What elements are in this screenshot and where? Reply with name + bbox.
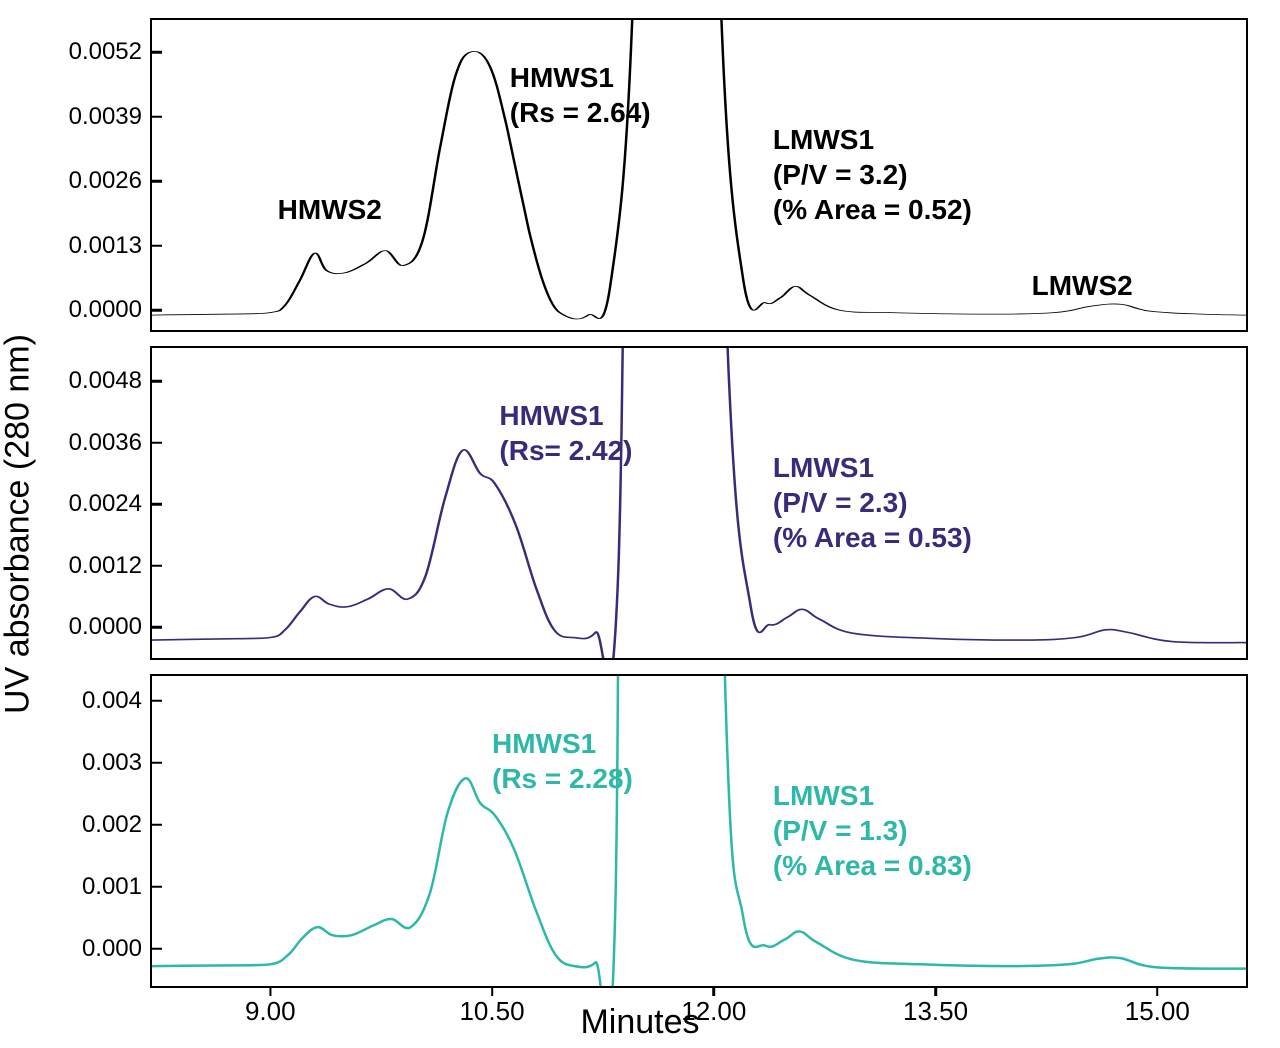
peak-annotation: HMWS1(Rs = 2.64) xyxy=(510,60,651,130)
y-tick-label: 0.0012 xyxy=(69,552,152,580)
chromatogram-trace xyxy=(152,676,1246,986)
y-tick-label: 0.0026 xyxy=(69,167,152,195)
x-tick-label: 13.50 xyxy=(903,986,968,1027)
peak-annotation: LMWS1(P/V = 3.2)(% Area = 0.52) xyxy=(773,122,972,227)
x-tick-label: 12.00 xyxy=(681,986,746,1027)
panel-stack: 0.00000.00130.00260.00390.0052HMWS2HMWS1… xyxy=(150,18,1248,988)
chromatogram-figure: UV absorbance (280 nm) Minutes 0.00000.0… xyxy=(0,0,1280,1048)
x-tick-label: 15.00 xyxy=(1125,986,1190,1027)
chromatogram-trace xyxy=(152,348,1246,658)
y-tick-label: 0.0036 xyxy=(69,429,152,457)
x-tick-label: 9.00 xyxy=(245,986,296,1027)
y-tick-label: 0.0024 xyxy=(69,490,152,518)
peak-annotation: HMWS1(Rs= 2.42) xyxy=(499,398,632,468)
peak-annotation: LMWS1(P/V = 1.3)(% Area = 0.83) xyxy=(773,778,972,883)
y-tick-label: 0.0000 xyxy=(69,296,152,324)
chromatogram-panel: 0.0000.0010.0020.0030.0049.0010.5012.001… xyxy=(150,674,1248,988)
chromatogram-panel: 0.00000.00130.00260.00390.0052HMWS2HMWS1… xyxy=(150,18,1248,332)
peak-annotation: LMWS2 xyxy=(1032,268,1133,303)
y-tick-label: 0.0052 xyxy=(69,38,152,66)
y-tick-label: 0.001 xyxy=(82,873,152,901)
y-tick-label: 0.004 xyxy=(82,687,152,715)
x-tick-label: 10.50 xyxy=(459,986,524,1027)
y-tick-label: 0.002 xyxy=(82,811,152,839)
y-tick-label: 0.0000 xyxy=(69,613,152,641)
y-tick-label: 0.000 xyxy=(82,935,152,963)
peak-annotation: HMWS2 xyxy=(278,192,382,227)
y-axis-label: UV absorbance (280 nm) xyxy=(0,334,38,714)
y-tick-label: 0.003 xyxy=(82,749,152,777)
y-tick-label: 0.0013 xyxy=(69,232,152,260)
y-tick-label: 0.0039 xyxy=(69,103,152,131)
peak-annotation: LMWS1(P/V = 2.3)(% Area = 0.53) xyxy=(773,450,972,555)
y-tick-label: 0.0048 xyxy=(69,367,152,395)
chromatogram-panel: 0.00000.00120.00240.00360.0048HMWS1(Rs= … xyxy=(150,346,1248,660)
peak-annotation: HMWS1(Rs = 2.28) xyxy=(492,726,633,796)
